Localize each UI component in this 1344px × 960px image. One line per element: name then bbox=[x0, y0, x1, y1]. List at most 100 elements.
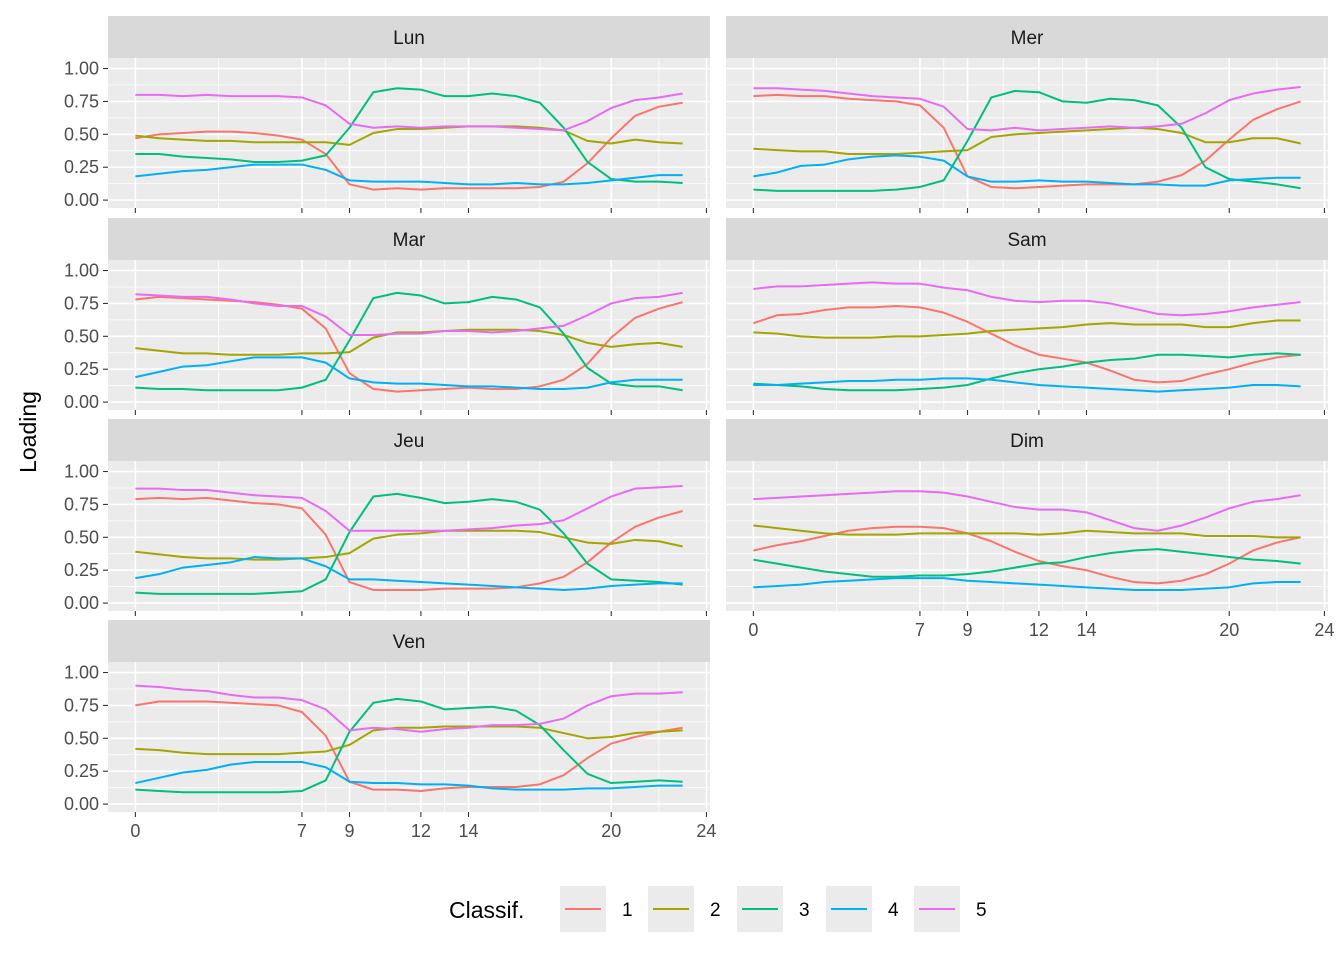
y-axis-title: Loading bbox=[15, 391, 41, 473]
facet-strip-label: Dim bbox=[1010, 431, 1044, 452]
series-line-5 bbox=[135, 684, 683, 733]
series-line-1 bbox=[135, 496, 683, 591]
x-tick-label: 14 bbox=[458, 821, 478, 841]
facet-strip-label: Sam bbox=[1007, 230, 1046, 251]
facet-panel-lun: Lun 0.00 0.25 0.50 0.75 1.00 bbox=[64, 16, 710, 213]
x-tick-label: 7 bbox=[915, 620, 925, 640]
facet-panels: Lun 0.00 0.25 0.50 0.75 1.00 Mer Mar 0.00 0.25 0.5… bbox=[64, 16, 1334, 841]
facet-strip bbox=[108, 16, 710, 58]
x-tick-label: 24 bbox=[1314, 620, 1334, 640]
legend-item-3: 3 bbox=[737, 886, 810, 932]
series-line-4 bbox=[753, 154, 1301, 187]
series-line-3 bbox=[753, 548, 1301, 578]
legend-item-4: 4 bbox=[826, 886, 899, 932]
panel-background bbox=[108, 58, 710, 208]
series-line-2 bbox=[753, 319, 1301, 339]
x-tick-label: 0 bbox=[130, 821, 140, 841]
series-line-4 bbox=[753, 377, 1301, 393]
series-line-4 bbox=[135, 556, 683, 591]
series-line-5 bbox=[753, 281, 1301, 317]
facet-panel-mar: Mar 0.00 0.25 0.50 0.75 1.00 bbox=[64, 218, 710, 415]
series-line-1 bbox=[753, 305, 1301, 384]
y-tick-label: 0.75 bbox=[64, 91, 99, 111]
x-tick-label: 20 bbox=[1219, 620, 1239, 640]
legend-label: 1 bbox=[622, 900, 633, 921]
x-tick-label: 0 bbox=[748, 620, 758, 640]
y-tick-label: 0.75 bbox=[64, 293, 99, 313]
x-tick-label: 12 bbox=[1029, 620, 1049, 640]
y-tick-label: 0.75 bbox=[64, 494, 99, 514]
series-line-3 bbox=[753, 352, 1301, 392]
x-tick-label: 7 bbox=[297, 821, 307, 841]
facet-panel-dim: Dim 0 7 9 12 14 20 24 bbox=[726, 419, 1334, 640]
y-tick-label: 1.00 bbox=[64, 663, 99, 683]
legend-item-5: 5 bbox=[914, 886, 987, 932]
facet-strip-label: Mer bbox=[1011, 28, 1044, 49]
y-tick-label: 0.50 bbox=[64, 326, 99, 346]
gridlines bbox=[108, 662, 710, 812]
facet-strip bbox=[108, 419, 710, 461]
series-line-5 bbox=[135, 92, 683, 132]
facet-panel-ven: Ven 0.00 0.25 0.50 0.75 1.00 0 7 9 12 14 20 24 bbox=[64, 620, 716, 841]
x-tick-label: 24 bbox=[696, 821, 716, 841]
series-line-2 bbox=[135, 725, 683, 756]
series-line-3 bbox=[135, 697, 683, 794]
series-line-2 bbox=[135, 125, 683, 146]
series-line-2 bbox=[753, 126, 1301, 156]
series-lines bbox=[135, 87, 683, 191]
x-tick-label: 12 bbox=[411, 821, 431, 841]
series-lines bbox=[753, 85, 1301, 192]
series-line-1 bbox=[135, 700, 683, 792]
facet-panel-mer: Mer bbox=[726, 16, 1328, 213]
series-lines bbox=[753, 281, 1301, 393]
legend-item-1: 1 bbox=[560, 886, 633, 932]
facet-strip bbox=[726, 419, 1328, 461]
series-line-4 bbox=[135, 761, 683, 791]
series-line-5 bbox=[753, 85, 1301, 132]
legend-label: 5 bbox=[976, 900, 987, 921]
x-tick-label: 9 bbox=[345, 821, 355, 841]
legend-label: 2 bbox=[710, 900, 721, 921]
series-line-1 bbox=[135, 101, 683, 191]
legend-item-2: 2 bbox=[648, 886, 721, 932]
facet-strip-label: Mar bbox=[393, 230, 426, 251]
y-tick-label: 0.25 bbox=[64, 359, 99, 379]
series-line-3 bbox=[753, 89, 1301, 192]
series-line-1 bbox=[135, 295, 683, 393]
series-line-5 bbox=[753, 490, 1301, 532]
y-tick-label: 0.25 bbox=[64, 560, 99, 580]
series-line-3 bbox=[135, 492, 683, 595]
facet-panel-jeu: Jeu 0.00 0.25 0.50 0.75 1.00 bbox=[64, 419, 710, 616]
legend-label: 4 bbox=[888, 900, 899, 921]
series-line-3 bbox=[135, 87, 683, 184]
facet-strip-label: Jeu bbox=[394, 431, 425, 452]
series-line-4 bbox=[135, 356, 683, 390]
series-line-2 bbox=[135, 328, 683, 356]
facet-strip bbox=[726, 218, 1328, 260]
facet-strip-label: Ven bbox=[393, 632, 426, 653]
legend: Classif. 1 2 3 4 5 bbox=[449, 886, 987, 932]
y-tick-label: 1.00 bbox=[64, 59, 99, 79]
legend-label: 3 bbox=[799, 900, 810, 921]
y-tick-label: 0.75 bbox=[64, 695, 99, 715]
series-line-5 bbox=[135, 485, 683, 532]
series-line-5 bbox=[135, 291, 683, 336]
y-tick-label: 0.25 bbox=[64, 761, 99, 781]
series-lines bbox=[753, 490, 1301, 591]
y-tick-label: 0.25 bbox=[64, 157, 99, 177]
series-lines bbox=[135, 291, 683, 393]
series-line-2 bbox=[753, 524, 1301, 539]
series-lines bbox=[135, 485, 683, 595]
series-line-2 bbox=[135, 529, 683, 561]
y-tick-label: 0.50 bbox=[64, 124, 99, 144]
facet-strip bbox=[108, 218, 710, 260]
series-line-1 bbox=[753, 93, 1301, 190]
x-tick-label: 20 bbox=[601, 821, 621, 841]
facet-strip-label: Lun bbox=[393, 28, 425, 49]
series-line-4 bbox=[135, 163, 683, 186]
series-line-4 bbox=[753, 577, 1301, 591]
facet-panel-sam: Sam bbox=[726, 218, 1328, 415]
x-tick-label: 14 bbox=[1076, 620, 1096, 640]
series-lines bbox=[135, 684, 683, 794]
